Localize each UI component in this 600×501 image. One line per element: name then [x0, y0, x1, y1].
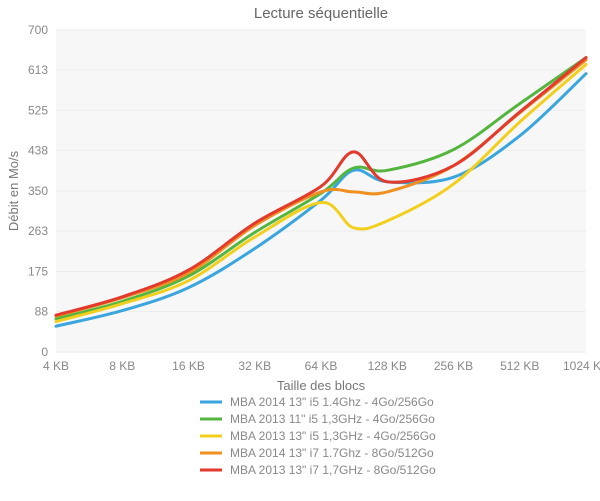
- x-tick-label: 256 KB: [434, 359, 473, 373]
- x-tick-label: 128 KB: [368, 359, 407, 373]
- y-tick-label: 350: [28, 184, 48, 198]
- legend-label: MBA 2013 13" i7 1,7GHz - 8Go/512Go: [230, 463, 436, 477]
- y-tick-label: 88: [35, 305, 49, 319]
- y-axis-label: Débit en Mo/s: [6, 150, 21, 231]
- x-axis-label: Taille des blocs: [277, 378, 366, 393]
- x-tick-label: 32 KB: [238, 359, 271, 373]
- legend-label: MBA 2014 13" i7 1.7Ghz - 8Go/512Go: [230, 446, 434, 460]
- x-tick-label: 1024 KB: [563, 359, 600, 373]
- legend-label: MBA 2014 13" i5 1.4Ghz - 4Go/256Go: [230, 395, 434, 409]
- legend-label: MBA 2013 11" i5 1,3GHz - 4Go/256Go: [230, 412, 435, 426]
- legend-label: MBA 2013 13" i5 1,3GHz - 4Go/256Go: [230, 429, 436, 443]
- y-tick-label: 613: [28, 63, 48, 77]
- x-tick-label: 512 KB: [500, 359, 539, 373]
- x-tick-label: 64 KB: [305, 359, 338, 373]
- y-tick-label: 175: [28, 265, 48, 279]
- chart-container: { "chart": { "type": "line", "title": "L…: [0, 0, 600, 501]
- y-tick-label: 525: [28, 104, 48, 118]
- y-tick-label: 438: [28, 144, 48, 158]
- y-tick-label: 263: [28, 224, 48, 238]
- chart-svg: 0 88 175 263 350 438 525 613 700 4 KB 8 KB 16 KB 32 …: [0, 0, 600, 501]
- x-tick-label: 16 KB: [172, 359, 205, 373]
- y-tick-label: 700: [28, 23, 48, 37]
- x-tick-label: 4 KB: [43, 359, 69, 373]
- x-tick-label: 8 KB: [109, 359, 135, 373]
- chart-title: Lecture séquentielle: [254, 5, 388, 22]
- y-tick-label: 0: [41, 345, 48, 359]
